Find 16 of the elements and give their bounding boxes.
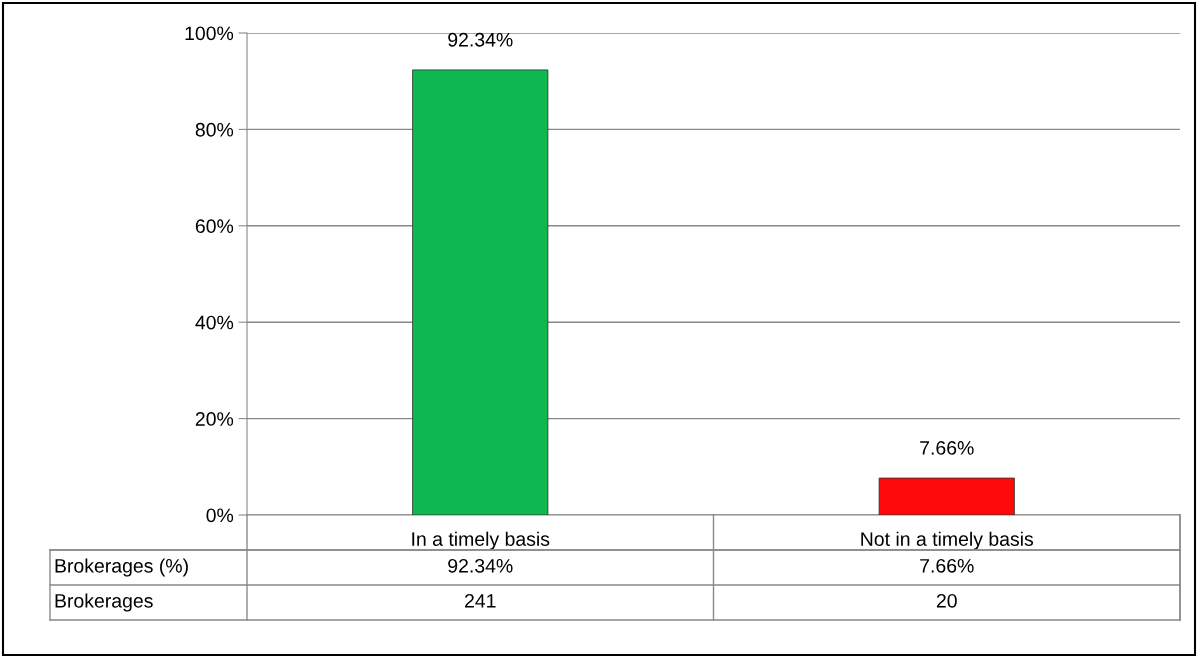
y-tick-label: 80%	[195, 122, 234, 137]
text: 241	[465, 593, 496, 608]
text: Brokerages	[55, 593, 153, 612]
text: 92.34%	[448, 32, 513, 47]
text: Brokerages (%)	[55, 558, 188, 577]
data-label: 7.66%	[920, 558, 974, 573]
text: 7.66%	[920, 441, 974, 455]
x-tick-label: Not in a timely basis	[861, 531, 1034, 550]
y-tick-label: 100%	[185, 26, 234, 41]
y-tick-label: 0%	[206, 508, 234, 523]
x-tick-label: In a timely basis	[412, 531, 550, 550]
text: 20	[936, 593, 957, 608]
y-tick-label: 40%	[195, 315, 234, 330]
y-tick-label: 20%	[195, 412, 234, 426]
data-label: 92.34%	[448, 558, 513, 573]
y-tick-label: 60%	[195, 219, 234, 234]
